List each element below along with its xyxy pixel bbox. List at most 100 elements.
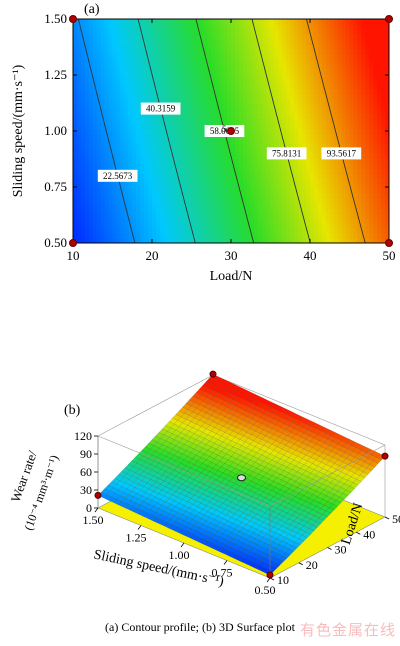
- contour-fill-cell: [100, 108, 106, 115]
- contour-fill-cell: [167, 228, 173, 234]
- contour-fill-cell: [329, 83, 335, 90]
- contour-fill-cell: [136, 73, 141, 80]
- contour-fill-cell: [199, 83, 204, 90]
- contour-fill-cell: [108, 183, 114, 189]
- contour-fill-cell: [175, 238, 181, 243]
- contour-fill-cell: [250, 48, 256, 55]
- contour-fill-cell: [171, 153, 177, 159]
- contour-fill-cell: [306, 73, 311, 80]
- design-point: [69, 15, 77, 23]
- contour-fill-cell: [112, 108, 118, 115]
- contour-fill-cell: [116, 43, 121, 50]
- contour-fill-cell: [333, 218, 339, 224]
- surface-cell: [342, 458, 352, 465]
- contour-fill-cell: [223, 113, 228, 120]
- contour-fill-cell: [246, 83, 252, 90]
- contour-fill-cell: [215, 143, 220, 150]
- contour-fill-cell: [128, 133, 133, 140]
- design-point: [385, 239, 393, 247]
- contour-fill-cell: [333, 223, 339, 229]
- contour-fill-cell: [175, 43, 181, 50]
- contour-fill-cell: [290, 73, 295, 80]
- contour-fill-cell: [246, 233, 252, 239]
- contour-fill-cell: [116, 113, 121, 120]
- contour-fill-cell: [369, 163, 374, 169]
- contour-fill-cell: [317, 208, 323, 214]
- contour-fill-cell: [112, 83, 118, 90]
- contour-fill-cell: [152, 238, 157, 243]
- contour-fill-cell: [254, 168, 260, 174]
- contour-fill-cell: [349, 198, 355, 204]
- contour-fill-cell: [242, 83, 248, 90]
- contour-fill-cell: [250, 23, 256, 30]
- contour-fill-cell: [140, 19, 145, 25]
- contour-fill-cell: [302, 198, 307, 204]
- contour-fill-cell: [377, 123, 382, 130]
- contour-fill-cell: [163, 193, 169, 199]
- contour-fill-cell: [223, 48, 228, 55]
- surface-cell: [332, 437, 342, 445]
- contour-fill-cell: [183, 228, 189, 234]
- contour-fill-cell: [262, 98, 268, 105]
- contour-fill-cell: [171, 38, 177, 45]
- contour-fill-cell: [377, 63, 382, 70]
- contour-fill-cell: [211, 83, 216, 90]
- contour-fill-cell: [88, 128, 94, 135]
- contour-fill-cell: [298, 163, 303, 169]
- contour-fill-cell: [302, 233, 307, 239]
- contour-fill-cell: [223, 148, 228, 154]
- contour-fill-cell: [231, 238, 236, 243]
- contour-fill-cell: [282, 238, 287, 243]
- surface-design-point: [94, 491, 102, 499]
- contour-fill-cell: [298, 23, 303, 30]
- contour-fill-cell: [231, 88, 236, 95]
- contour-fill-cell: [96, 198, 102, 204]
- contour-fill-cell: [155, 163, 161, 169]
- contour-fill-cell: [341, 73, 347, 80]
- contour-fill-cell: [302, 238, 307, 243]
- contour-fill-cell: [183, 193, 189, 199]
- contour-fill-cell: [381, 163, 386, 169]
- contour-fill-cell: [152, 143, 157, 150]
- contour-fill-cell: [278, 88, 283, 95]
- contour-fill-cell: [290, 233, 295, 239]
- contour-fill-cell: [231, 28, 236, 35]
- contour-fill-cell: [238, 33, 244, 40]
- contour-fill-cell: [144, 28, 149, 35]
- contour-fill-cell: [128, 53, 133, 60]
- contour-fill-cell: [341, 138, 347, 145]
- contour-fill-cell: [104, 73, 110, 80]
- contour-fill-cell: [144, 128, 149, 135]
- contour-fill-cell: [250, 168, 256, 174]
- contour-fill-cell: [294, 48, 299, 55]
- contour-fill-cell: [187, 193, 193, 199]
- contour-fill-cell: [211, 108, 216, 115]
- contour-fill-cell: [302, 223, 307, 229]
- design-points-a: 5: [69, 15, 393, 247]
- contour-fill-cell: [306, 48, 311, 55]
- contour-fill-cell: [227, 138, 232, 145]
- contour-fill-cell: [183, 148, 189, 154]
- contour-fill-cell: [73, 163, 78, 169]
- panel-label-a: (a): [84, 2, 100, 17]
- contour-fill-cell: [231, 158, 236, 164]
- contour-fill-cell: [179, 223, 185, 229]
- contour-fill-cell: [136, 163, 141, 169]
- contour-fill-cell: [207, 168, 212, 174]
- contour-fill-cell: [223, 23, 228, 30]
- contour-fill-cell: [250, 153, 256, 159]
- contour-fill-cell: [274, 38, 279, 45]
- contour-fill-cell: [231, 48, 236, 55]
- contour-fill-cell: [369, 68, 374, 75]
- contour-fill-cell: [349, 178, 355, 184]
- contour-fill-cell: [258, 148, 264, 154]
- contour-fill-cell: [298, 58, 303, 65]
- contour-fill-cell: [258, 73, 264, 80]
- contour-fill-cell: [266, 208, 272, 214]
- y-tick-label-a: 1.25: [44, 67, 67, 82]
- contour-fill-cell: [345, 123, 351, 130]
- contour-fill-cell: [337, 128, 343, 135]
- contour-fill-cell: [167, 178, 173, 184]
- contour-fill-cell: [175, 233, 181, 239]
- contour-fill-cell: [219, 163, 224, 169]
